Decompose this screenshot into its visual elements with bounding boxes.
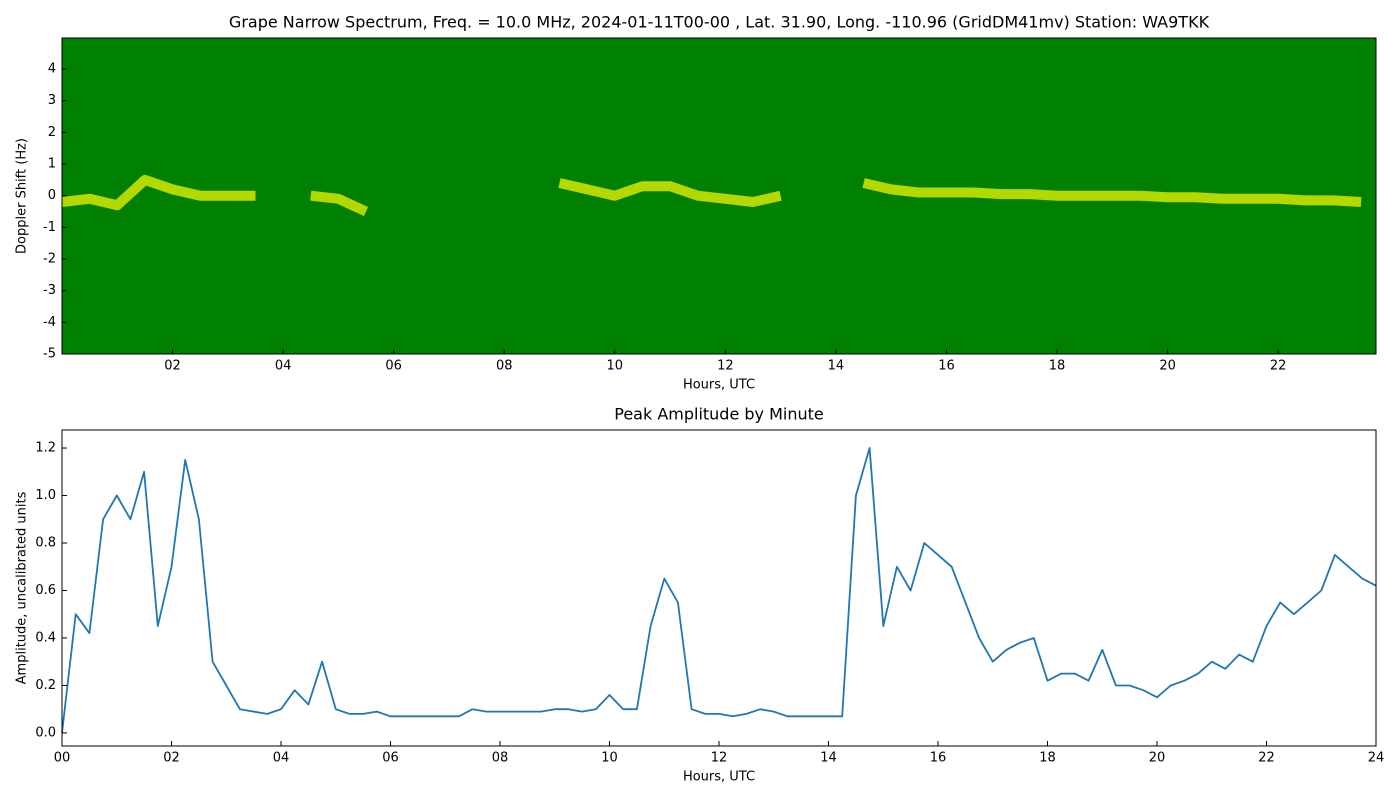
doppler-trace <box>61 174 1362 217</box>
y-axis-label: Amplitude, uncalibrated units <box>15 491 30 684</box>
x-tick-label: 10 <box>607 359 624 374</box>
x-tick-label: 14 <box>828 359 845 374</box>
x-tick-label: 16 <box>930 751 947 766</box>
x-axis-label: Hours, UTC <box>683 770 755 785</box>
x-tick-label: 20 <box>1159 359 1176 374</box>
y-tick-label: 0.2 <box>35 678 56 693</box>
y-tick-label: -2 <box>43 252 56 267</box>
x-tick-label: 06 <box>382 751 399 766</box>
x-tick-label: 22 <box>1270 359 1287 374</box>
y-tick-label: -1 <box>43 220 56 235</box>
x-tick-label: 18 <box>1049 359 1066 374</box>
x-tick-label: 22 <box>1258 751 1275 766</box>
y-tick-label: 0.4 <box>35 630 56 645</box>
x-tick-label: 10 <box>601 751 618 766</box>
y-tick-label: -5 <box>43 347 56 362</box>
y-tick-label: 0 <box>48 188 56 203</box>
y-tick-label: -3 <box>43 283 56 298</box>
y-tick-label: -4 <box>43 315 56 330</box>
x-tick-label: 08 <box>496 359 513 374</box>
y-tick-label: 2 <box>48 125 56 140</box>
x-tick-label: 06 <box>385 359 402 374</box>
x-tick-label: 08 <box>492 751 509 766</box>
x-tick-label: 12 <box>711 751 728 766</box>
y-tick-label: 0.6 <box>35 583 56 598</box>
x-tick-label: 04 <box>275 359 292 374</box>
x-tick-label: 02 <box>164 359 181 374</box>
x-tick-label: 04 <box>273 751 290 766</box>
y-tick-label: 0.0 <box>35 725 56 740</box>
y-axis-label: Doppler Shift (Hz) <box>15 138 30 254</box>
x-tick-label: 24 <box>1368 751 1385 766</box>
y-tick-label: 3 <box>48 93 56 108</box>
x-tick-label: 20 <box>1149 751 1166 766</box>
y-tick-label: 1.0 <box>35 488 56 503</box>
y-tick-label: 0.8 <box>35 536 56 551</box>
chart-title: Peak Amplitude by Minute <box>614 405 824 424</box>
y-tick-label: 1.2 <box>35 441 56 456</box>
plot-frame <box>61 429 1377 747</box>
y-tick-label: 1 <box>48 157 56 172</box>
amplitude-line <box>61 447 1377 734</box>
x-tick-label: 00 <box>54 751 71 766</box>
x-tick-label: 12 <box>717 359 734 374</box>
x-tick-label: 14 <box>820 751 837 766</box>
chart-title: Grape Narrow Spectrum, Freq. = 10.0 MHz,… <box>229 13 1210 32</box>
x-tick-label: 18 <box>1039 751 1056 766</box>
x-axis-label: Hours, UTC <box>683 378 755 393</box>
y-tick-label: 4 <box>48 62 56 77</box>
x-tick-label: 02 <box>163 751 180 766</box>
x-tick-label: 16 <box>938 359 955 374</box>
